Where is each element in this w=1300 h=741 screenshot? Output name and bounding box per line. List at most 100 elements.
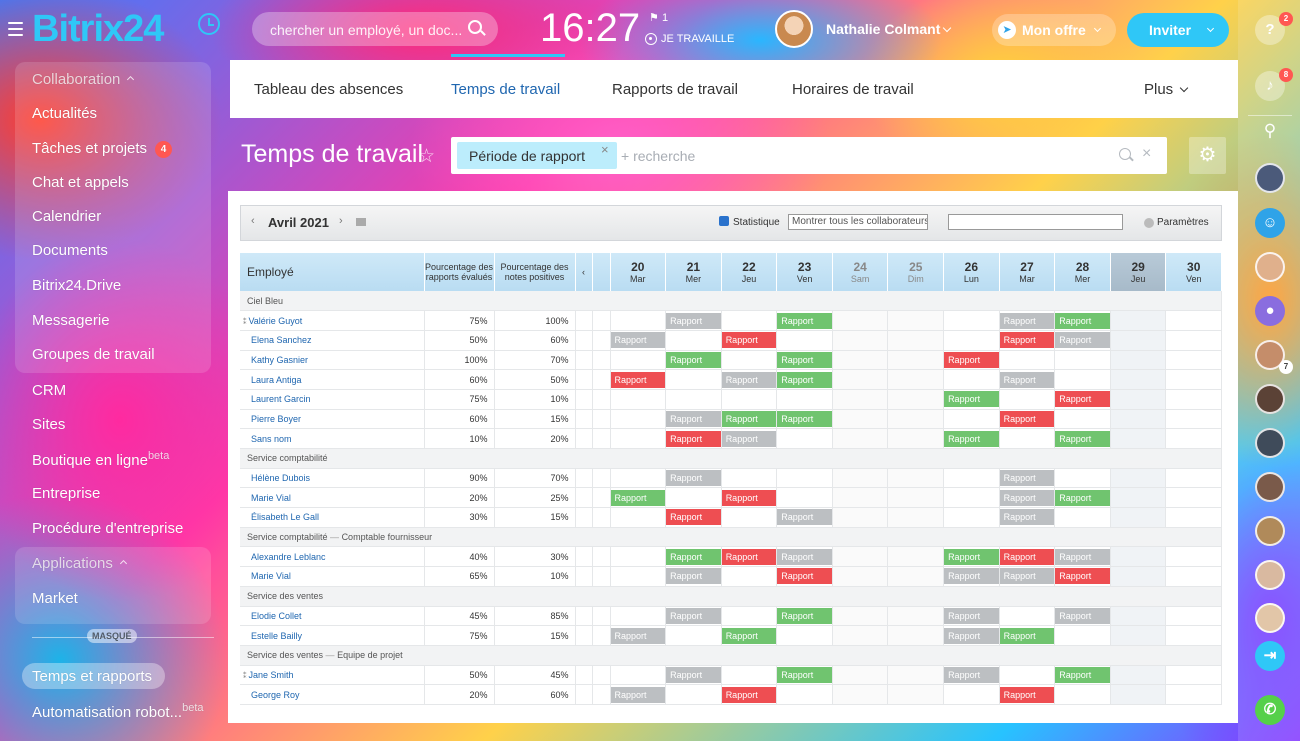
report-cell-red[interactable]: Rapport — [999, 686, 1054, 703]
report-cell-green[interactable]: Rapport — [777, 371, 832, 388]
employee-name[interactable]: Pierre Boyer — [240, 409, 425, 430]
sidebar-item-tasks[interactable]: Tâches et projets 4 — [32, 140, 173, 158]
report-cell-green[interactable]: Rapport — [1055, 489, 1110, 506]
report-cell-grey[interactable]: Rapport — [999, 312, 1054, 329]
tab-absences[interactable]: Tableau des absences — [254, 81, 404, 98]
day-cell[interactable]: Rapport — [776, 665, 833, 686]
employee-name[interactable]: ⁑ Valérie Guyot — [240, 310, 425, 331]
close-icon[interactable]: × — [601, 142, 609, 157]
report-cell-grey[interactable]: Rapport — [999, 470, 1054, 487]
report-cell-green[interactable]: Rapport — [777, 607, 832, 624]
day-cell[interactable]: Rapport — [776, 546, 833, 568]
report-cell-grey[interactable]: Rapport — [999, 489, 1054, 506]
day-cell[interactable]: Rapport — [1054, 487, 1111, 509]
day-cell[interactable]: Rapport — [943, 665, 1000, 686]
day-cell[interactable]: Rapport — [721, 409, 778, 430]
report-cell-grey[interactable]: Rapport — [610, 332, 665, 349]
report-cell-green[interactable]: Rapport — [721, 410, 776, 427]
flag-counter[interactable]: ⚑ 1 — [649, 11, 668, 24]
report-cell-red[interactable]: Rapport — [999, 410, 1054, 427]
report-cell-red[interactable]: Rapport — [999, 332, 1054, 349]
employee-name[interactable]: ⁑ Jane Smith — [240, 665, 425, 686]
day-cell[interactable]: Rapport — [776, 507, 833, 528]
report-cell-green[interactable]: Rapport — [1055, 312, 1110, 329]
avatar[interactable] — [1255, 560, 1285, 590]
report-cell-red[interactable]: Rapport — [1055, 391, 1110, 408]
report-cell-grey[interactable]: Rapport — [777, 548, 832, 565]
day-cell[interactable]: Rapport — [665, 566, 722, 587]
report-cell-red[interactable]: Rapport — [721, 489, 776, 506]
report-cell-green[interactable]: Rapport — [944, 548, 999, 565]
report-cell-red[interactable]: Rapport — [999, 548, 1054, 565]
phone-icon[interactable]: ✆ — [1255, 695, 1285, 725]
sidebar-item-documents[interactable]: Documents — [32, 242, 108, 259]
statistic-checkbox[interactable] — [719, 216, 729, 226]
collaboration-header[interactable]: Collaboration — [32, 71, 135, 88]
day-cell[interactable]: Rapport — [943, 546, 1000, 568]
employee-name[interactable]: Alexandre Leblanc — [240, 546, 425, 568]
search-icon[interactable] — [468, 20, 482, 34]
report-cell-grey[interactable]: Rapport — [666, 607, 721, 624]
avatar[interactable] — [1255, 603, 1285, 633]
next-month-icon[interactable]: › — [339, 215, 343, 227]
sidebar-item-calendar[interactable]: Calendrier — [32, 208, 102, 225]
clear-icon[interactable]: × — [1142, 145, 1152, 162]
day-cell[interactable]: Rapport — [943, 566, 1000, 587]
tab-work-reports[interactable]: Rapports de travail — [612, 81, 738, 98]
report-cell-red[interactable]: Rapport — [721, 686, 776, 703]
report-cell-grey[interactable]: Rapport — [666, 568, 721, 585]
report-cell-grey[interactable]: Rapport — [1055, 332, 1110, 349]
report-cell-green[interactable]: Rapport — [777, 666, 832, 683]
report-cell-green[interactable]: Rapport — [610, 489, 665, 506]
day-cell[interactable]: Rapport — [665, 546, 722, 568]
search-icon[interactable] — [1119, 148, 1131, 160]
employees-select[interactable]: Montrer tous les collaborateurs — [788, 214, 928, 230]
report-cell-grey[interactable]: Rapport — [999, 568, 1054, 585]
params-link[interactable]: Paramètres — [1157, 217, 1209, 228]
report-cell-grey[interactable]: Rapport — [1055, 607, 1110, 624]
day-cell[interactable]: Rapport — [1054, 546, 1111, 568]
employee-name[interactable]: Elodie Collet — [240, 606, 425, 627]
prev-month-icon[interactable]: ‹ — [251, 215, 255, 227]
hidden-section-label[interactable]: MASQUÉ — [87, 629, 137, 643]
gear-icon[interactable] — [1144, 218, 1154, 228]
report-cell-green[interactable]: Rapport — [777, 312, 832, 329]
day-cell[interactable]: Rapport — [1054, 330, 1111, 351]
day-cell[interactable]: Rapport — [665, 428, 722, 449]
report-cell-red[interactable]: Rapport — [1055, 568, 1110, 585]
filter-bar[interactable]: Période de rapport × + recherche × — [451, 137, 1167, 174]
sidebar-item-drive[interactable]: Bitrix24.Drive — [32, 277, 122, 294]
day-cell[interactable]: Rapport — [1054, 310, 1111, 331]
sidebar-item-sites[interactable]: Sites — [32, 416, 66, 433]
day-cell[interactable]: Rapport — [999, 566, 1056, 587]
day-cell[interactable]: Rapport — [721, 487, 778, 509]
day-cell[interactable]: Rapport — [943, 606, 1000, 627]
day-cell[interactable]: Rapport — [721, 369, 778, 390]
report-cell-grey[interactable]: Rapport — [721, 371, 776, 388]
report-cell-grey[interactable]: Rapport — [777, 509, 832, 526]
group-chat-icon[interactable]: ☺ — [1255, 208, 1285, 238]
day-cell[interactable]: Rapport — [610, 330, 667, 351]
day-cell[interactable]: Rapport — [999, 625, 1056, 646]
report-cell-grey[interactable]: Rapport — [666, 312, 721, 329]
report-cell-green[interactable]: Rapport — [1055, 666, 1110, 683]
employee-name[interactable]: Marie Vial — [240, 566, 425, 587]
report-cell-grey[interactable]: Rapport — [999, 509, 1054, 526]
day-cell[interactable]: Rapport — [665, 606, 722, 627]
report-cell-grey[interactable]: Rapport — [610, 686, 665, 703]
day-cell[interactable]: Rapport — [665, 350, 722, 371]
report-cell-red[interactable]: Rapport — [721, 548, 776, 565]
day-cell[interactable]: Rapport — [943, 428, 1000, 449]
user-avatar[interactable] — [775, 10, 813, 48]
day-cell[interactable]: Rapport — [610, 625, 667, 646]
sidebar-item-time-reports[interactable]: Temps et rapports — [32, 668, 153, 685]
report-cell-green[interactable]: Rapport — [999, 627, 1054, 644]
report-cell-grey[interactable]: Rapport — [721, 430, 776, 447]
calendar-icon[interactable] — [356, 218, 366, 226]
day-cell[interactable]: Rapport — [1054, 665, 1111, 686]
day-cell[interactable]: Rapport — [776, 566, 833, 587]
day-cell[interactable]: Rapport — [776, 350, 833, 371]
avatar[interactable] — [1255, 516, 1285, 546]
tab-more[interactable]: Plus — [1144, 81, 1189, 98]
day-cell[interactable]: Rapport — [943, 625, 1000, 646]
